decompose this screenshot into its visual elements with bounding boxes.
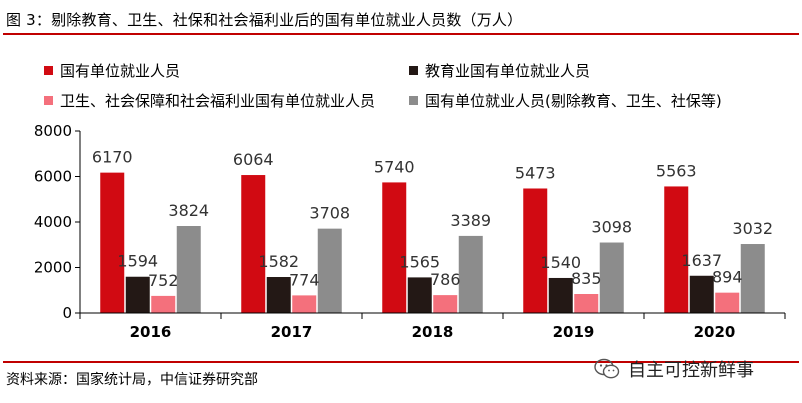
bar (407, 277, 432, 313)
data-label: 1540 (540, 253, 581, 272)
bar (458, 235, 483, 313)
bar (574, 294, 599, 313)
wechat-icon (594, 358, 620, 379)
x-tick-label: 2019 (553, 323, 595, 341)
data-label: 752 (148, 271, 179, 290)
y-tick-label: 2000 (34, 259, 72, 277)
data-label: 835 (571, 269, 602, 288)
bar-chart: 0 2000 4000 6000 8000 2016 2017 2018 2019 2020 617… (34, 122, 786, 341)
x-tick-label: 2020 (694, 323, 736, 341)
data-label: 6064 (233, 150, 274, 169)
data-label: 1582 (258, 252, 299, 271)
source-note: 资料来源：国家统计局，中信证券研究部 (6, 372, 258, 388)
bar (689, 275, 714, 313)
bar (125, 276, 150, 313)
data-label: 1565 (399, 252, 440, 271)
figure-title: 图 3：剔除教育、卫生、社保和社会福利业后的国有单位就业人员数（万人） (6, 11, 523, 29)
x-tick-label: 2018 (412, 323, 454, 341)
bar (176, 226, 201, 313)
bar (548, 277, 573, 313)
data-label: 3032 (732, 219, 773, 238)
data-label: 5740 (374, 157, 415, 176)
title-divider (3, 33, 799, 35)
bar (740, 244, 765, 313)
data-label: 786 (430, 270, 461, 289)
bar (382, 182, 407, 313)
data-label: 5563 (656, 161, 697, 180)
y-tick-label: 6000 (34, 168, 72, 186)
data-label: 6170 (92, 148, 133, 167)
bar (664, 186, 689, 313)
data-label: 3389 (450, 211, 491, 230)
bar (241, 175, 266, 313)
data-label: 5473 (515, 163, 556, 182)
y-tick-label: 0 (62, 304, 72, 322)
data-label: 3708 (309, 204, 350, 223)
x-tick-label: 2017 (271, 323, 313, 341)
data-label: 1637 (681, 251, 722, 270)
bar (523, 188, 548, 313)
watermark-text: 自主可控新鲜事 (628, 360, 754, 381)
bar (433, 295, 458, 313)
x-tick-label: 2016 (130, 323, 172, 341)
y-tick-label: 8000 (34, 122, 72, 140)
bar (599, 242, 624, 313)
bar (100, 172, 125, 313)
footer-divider (3, 361, 799, 363)
bar (151, 295, 176, 313)
bar (715, 292, 740, 313)
bar (266, 277, 291, 313)
data-label: 894 (712, 268, 743, 287)
watermark: 自主可控新鲜事 (594, 354, 794, 384)
bar (292, 295, 317, 313)
y-tick-label: 4000 (34, 213, 72, 231)
data-label: 1594 (117, 252, 158, 271)
data-label: 3098 (591, 218, 632, 237)
data-label: 774 (289, 270, 320, 289)
bar (317, 228, 342, 313)
data-label: 3824 (168, 201, 209, 220)
